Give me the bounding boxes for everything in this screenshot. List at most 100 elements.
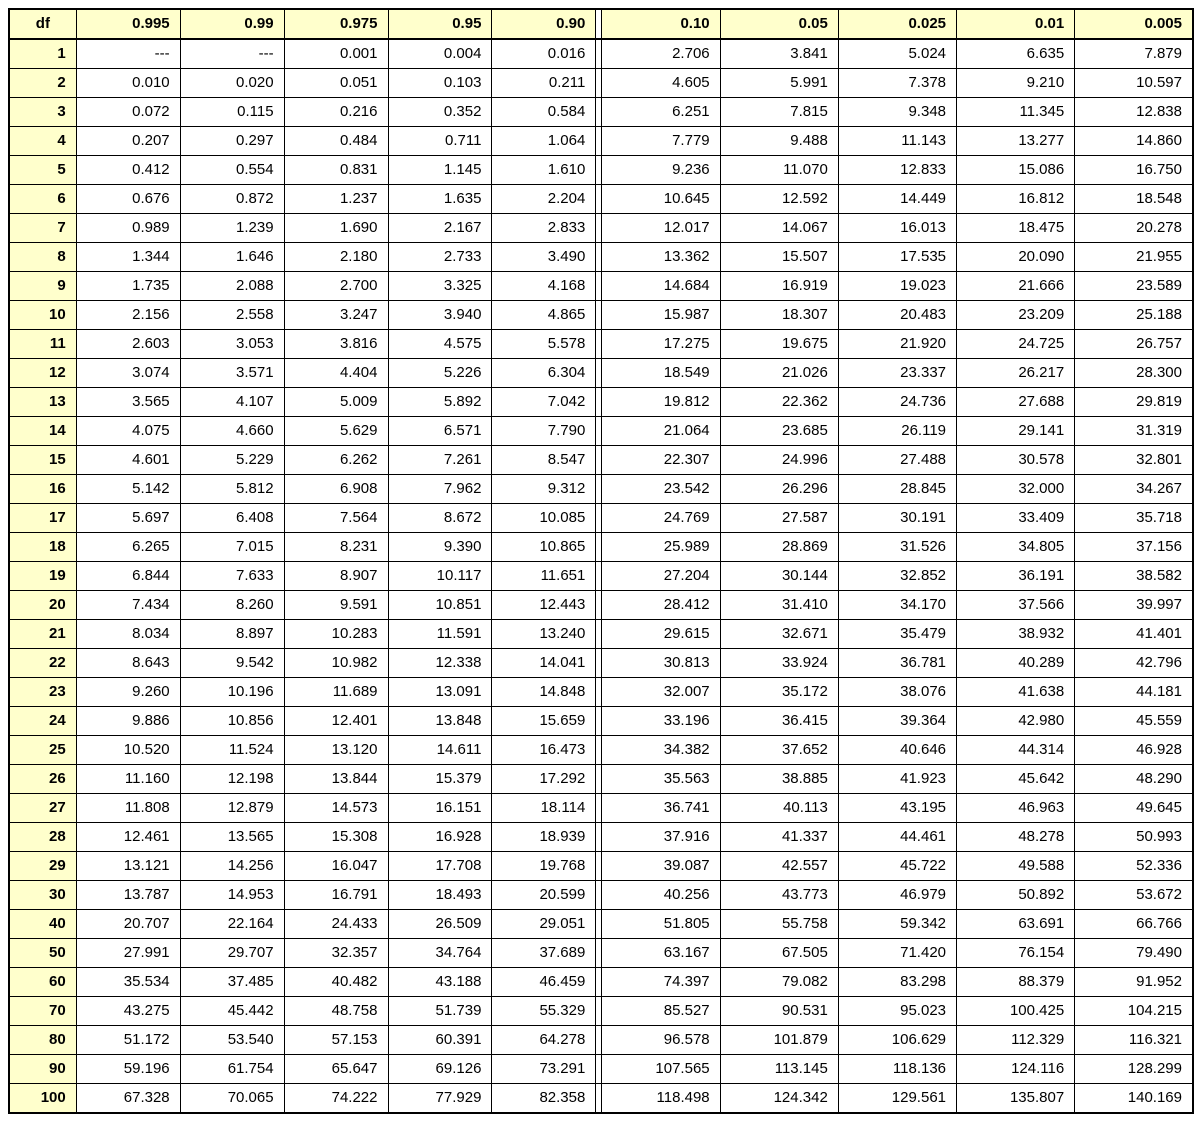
value-cell: 20.278 — [1075, 214, 1193, 243]
header-p: 0.005 — [1075, 9, 1193, 39]
value-cell: 11.143 — [838, 127, 956, 156]
value-cell: 10.117 — [388, 562, 492, 591]
value-cell: 16.919 — [720, 272, 838, 301]
value-cell: 20.483 — [838, 301, 956, 330]
value-cell: 26.119 — [838, 417, 956, 446]
value-cell: 35.534 — [76, 968, 180, 997]
table-row: 123.0743.5714.4045.2266.30418.54921.0262… — [9, 359, 1193, 388]
value-cell: 79.490 — [1075, 939, 1193, 968]
value-cell: 18.548 — [1075, 185, 1193, 214]
value-cell: 13.362 — [602, 243, 720, 272]
value-cell: 0.004 — [388, 39, 492, 69]
value-cell: 13.565 — [180, 823, 284, 852]
value-cell: 2.833 — [492, 214, 596, 243]
value-cell: 129.561 — [838, 1084, 956, 1114]
value-cell: 3.053 — [180, 330, 284, 359]
value-cell: 14.256 — [180, 852, 284, 881]
value-cell: 24.433 — [284, 910, 388, 939]
value-cell: 14.067 — [720, 214, 838, 243]
value-cell: 0.584 — [492, 98, 596, 127]
value-cell: 5.812 — [180, 475, 284, 504]
value-cell: 28.300 — [1075, 359, 1193, 388]
value-cell: 8.672 — [388, 504, 492, 533]
value-cell: 7.633 — [180, 562, 284, 591]
value-cell: 14.848 — [492, 678, 596, 707]
value-cell: 112.329 — [957, 1026, 1075, 1055]
value-cell: 27.688 — [957, 388, 1075, 417]
value-cell: 1.735 — [76, 272, 180, 301]
value-cell: 11.808 — [76, 794, 180, 823]
value-cell: 13.120 — [284, 736, 388, 765]
value-cell: 2.706 — [602, 39, 720, 69]
value-cell: 42.980 — [957, 707, 1075, 736]
value-cell: 3.816 — [284, 330, 388, 359]
df-cell: 30 — [9, 881, 76, 910]
value-cell: 27.587 — [720, 504, 838, 533]
value-cell: 85.527 — [602, 997, 720, 1026]
value-cell: 32.000 — [957, 475, 1075, 504]
table-row: 6035.53437.48540.48243.18846.45974.39779… — [9, 968, 1193, 997]
df-cell: 15 — [9, 446, 76, 475]
df-cell: 12 — [9, 359, 76, 388]
value-cell: 46.459 — [492, 968, 596, 997]
value-cell: 49.645 — [1075, 794, 1193, 823]
value-cell: 0.412 — [76, 156, 180, 185]
value-cell: 9.591 — [284, 591, 388, 620]
value-cell: 69.126 — [388, 1055, 492, 1084]
value-cell: 5.629 — [284, 417, 388, 446]
df-cell: 40 — [9, 910, 76, 939]
value-cell: 41.638 — [957, 678, 1075, 707]
value-cell: 19.675 — [720, 330, 838, 359]
value-cell: 2.603 — [76, 330, 180, 359]
df-cell: 14 — [9, 417, 76, 446]
value-cell: 3.074 — [76, 359, 180, 388]
value-cell: --- — [180, 39, 284, 69]
value-cell: 50.993 — [1075, 823, 1193, 852]
value-cell: 14.953 — [180, 881, 284, 910]
value-cell: 9.390 — [388, 533, 492, 562]
value-cell: 106.629 — [838, 1026, 956, 1055]
value-cell: 67.328 — [76, 1084, 180, 1114]
value-cell: 15.086 — [957, 156, 1075, 185]
value-cell: 40.256 — [602, 881, 720, 910]
value-cell: 19.023 — [838, 272, 956, 301]
value-cell: 0.711 — [388, 127, 492, 156]
value-cell: 1.237 — [284, 185, 388, 214]
value-cell: 11.345 — [957, 98, 1075, 127]
value-cell: 16.812 — [957, 185, 1075, 214]
table-row: 175.6976.4087.5648.67210.08524.76927.587… — [9, 504, 1193, 533]
value-cell: 43.195 — [838, 794, 956, 823]
value-cell: 27.488 — [838, 446, 956, 475]
value-cell: 3.247 — [284, 301, 388, 330]
value-cell: 64.278 — [492, 1026, 596, 1055]
value-cell: 79.082 — [720, 968, 838, 997]
value-cell: 1.145 — [388, 156, 492, 185]
value-cell: 34.805 — [957, 533, 1075, 562]
value-cell: 21.920 — [838, 330, 956, 359]
value-cell: 13.091 — [388, 678, 492, 707]
value-cell: 51.739 — [388, 997, 492, 1026]
value-cell: 6.408 — [180, 504, 284, 533]
table-row: 112.6033.0533.8164.5755.57817.27519.6752… — [9, 330, 1193, 359]
value-cell: 37.566 — [957, 591, 1075, 620]
value-cell: 7.879 — [1075, 39, 1193, 69]
value-cell: 9.488 — [720, 127, 838, 156]
table-row: 20.0100.0200.0510.1030.2114.6055.9917.37… — [9, 69, 1193, 98]
value-cell: 55.329 — [492, 997, 596, 1026]
value-cell: 10.865 — [492, 533, 596, 562]
value-cell: 1.635 — [388, 185, 492, 214]
value-cell: 35.172 — [720, 678, 838, 707]
value-cell: 5.226 — [388, 359, 492, 388]
value-cell: 2.558 — [180, 301, 284, 330]
value-cell: 6.262 — [284, 446, 388, 475]
chi-square-table: df 0.995 0.99 0.975 0.95 0.90 0.10 0.05 … — [8, 8, 1194, 1114]
df-cell: 4 — [9, 127, 76, 156]
value-cell: 10.283 — [284, 620, 388, 649]
value-cell: 6.251 — [602, 98, 720, 127]
value-cell: 30.191 — [838, 504, 956, 533]
value-cell: 124.116 — [957, 1055, 1075, 1084]
df-cell: 29 — [9, 852, 76, 881]
value-cell: 11.651 — [492, 562, 596, 591]
value-cell: 53.672 — [1075, 881, 1193, 910]
value-cell: 71.420 — [838, 939, 956, 968]
